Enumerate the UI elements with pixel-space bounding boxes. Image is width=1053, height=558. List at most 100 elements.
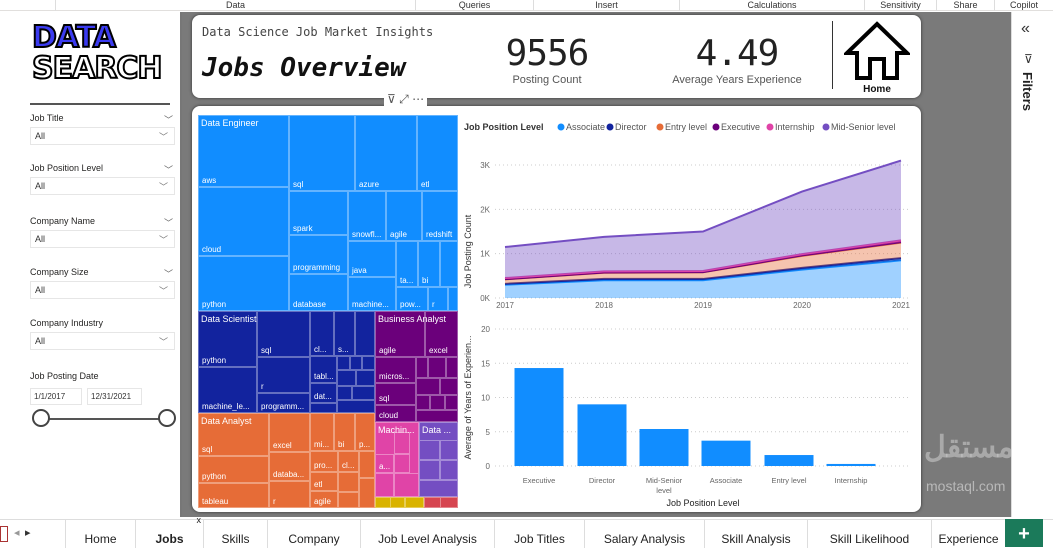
treemap-tile[interactable] (440, 440, 458, 460)
treemap-tile[interactable]: s... (334, 311, 355, 356)
treemap-tile[interactable]: azure (355, 115, 417, 191)
tab-experience[interactable]: Experience (931, 520, 1005, 548)
ribbon-data[interactable]: Data (55, 0, 415, 11)
tab-salary-analysis[interactable]: Salary Analysis (584, 520, 704, 548)
treemap-tile[interactable]: sql (198, 413, 269, 456)
prev-page-icon[interactable]: ◂ (14, 527, 20, 539)
tab-home[interactable]: Home (65, 520, 135, 548)
treemap-tile[interactable] (419, 440, 440, 460)
treemap-tile[interactable]: aws (198, 115, 289, 187)
treemap-tile[interactable]: cl... (310, 311, 334, 356)
treemap-tile[interactable]: pro... (310, 451, 338, 472)
treemap-tile[interactable]: python (198, 456, 269, 483)
end-date-handle[interactable] (158, 409, 176, 427)
treemap-tile[interactable] (359, 478, 375, 508)
treemap-tile[interactable]: agile (386, 191, 422, 241)
home-button[interactable]: Home (842, 21, 912, 96)
focus-mode-icon[interactable]: ⤢ (399, 92, 409, 106)
treemap-tile[interactable] (356, 370, 375, 386)
ribbon-sensitivity[interactable]: Sensitivity (864, 0, 936, 11)
treemap-tile[interactable]: tableau (198, 483, 269, 508)
treemap-tile[interactable] (350, 356, 362, 370)
filters-label[interactable]: Filters (1020, 72, 1035, 112)
treemap-tile[interactable]: machine_le... (198, 367, 257, 413)
end-date-input[interactable]: 12/31/2021 (87, 388, 142, 405)
treemap-tile[interactable] (419, 480, 458, 497)
treemap-tile[interactable]: agile (310, 491, 338, 508)
treemap-tile[interactable] (445, 395, 458, 410)
treemap-tile[interactable] (338, 472, 359, 492)
treemap-tile[interactable]: sql (289, 115, 355, 191)
slicer-dropdown[interactable]: All ﹀ (30, 177, 175, 195)
treemap-tile[interactable]: p... (355, 413, 375, 451)
treemap-tile[interactable] (428, 357, 446, 378)
ribbon-insert[interactable]: Insert (533, 0, 679, 11)
treemap-tile[interactable]: programming (289, 235, 348, 274)
treemap-tile[interactable]: snowfl... (348, 191, 386, 241)
treemap-tile[interactable]: databa... (269, 452, 310, 481)
slicer-dropdown[interactable]: All ﹀ (30, 127, 175, 145)
treemap[interactable]: aws cloud python sql azure etl spark programmin… (198, 115, 459, 508)
treemap-tile[interactable] (440, 378, 458, 395)
treemap-tile[interactable]: micros... (375, 357, 416, 383)
treemap-tile[interactable] (419, 460, 440, 480)
treemap-tile[interactable] (416, 357, 428, 378)
chevron-down-icon[interactable]: ﹀ (163, 115, 173, 125)
treemap-tile[interactable]: a... (375, 454, 394, 473)
add-page-button[interactable]: + (1005, 519, 1043, 547)
treemap-tile[interactable]: etl (417, 115, 458, 191)
ribbon-copilot[interactable]: Copilot (994, 0, 1053, 11)
collapse-icon[interactable]: « (1021, 20, 1030, 37)
treemap-tile[interactable]: bi (334, 413, 355, 451)
tab-skill-likelihood[interactable]: Skill Likelihood (807, 520, 931, 548)
treemap-tile[interactable]: r (428, 287, 448, 311)
treemap-tile[interactable]: sql (375, 383, 416, 405)
treemap-tile[interactable] (355, 311, 375, 356)
tab-job-level-analysis[interactable]: Job Level Analysis (360, 520, 494, 548)
treemap-tile[interactable]: machine... (348, 277, 396, 311)
close-tab-icon[interactable]: x (196, 515, 202, 525)
treemap-tile[interactable] (394, 454, 410, 473)
ribbon-queries[interactable]: Queries (415, 0, 533, 11)
treemap-tile[interactable]: bi (418, 241, 440, 287)
ribbon-share[interactable]: Share (936, 0, 994, 11)
start-date-input[interactable]: 1/1/2017 (30, 388, 82, 405)
tab-job-titles[interactable]: Job Titles (494, 520, 584, 548)
slicer-dropdown[interactable]: All ﹀ (30, 281, 175, 299)
treemap-tile[interactable]: redshift (422, 191, 458, 241)
slicer-dropdown[interactable]: All ﹀ (30, 332, 175, 350)
treemap-tile[interactable]: tabl... (310, 356, 337, 383)
treemap-tile[interactable] (405, 497, 424, 508)
treemap-tile[interactable] (390, 497, 405, 508)
chevron-down-icon[interactable]: ﹀ (163, 165, 173, 175)
treemap-tile[interactable]: mi... (310, 413, 334, 451)
treemap-tile[interactable]: r (257, 357, 310, 393)
area-chart[interactable]: Job Position Level Associate Director Entry… (460, 114, 920, 314)
treemap-tile[interactable]: agile (375, 311, 425, 357)
treemap-tile[interactable] (394, 473, 419, 497)
filter-icon[interactable]: ⊽ (387, 92, 396, 106)
treemap-tile[interactable]: dat... (310, 383, 337, 403)
treemap-tile[interactable]: etl (310, 472, 338, 491)
treemap-tile[interactable] (362, 356, 375, 370)
treemap-tile[interactable]: excel (269, 413, 310, 452)
treemap-tile[interactable] (375, 473, 394, 497)
treemap-tile[interactable]: spark (289, 191, 348, 235)
treemap-tile[interactable] (416, 395, 430, 410)
treemap-tile[interactable] (338, 492, 359, 508)
treemap-tile[interactable]: cloud (375, 405, 416, 422)
tab-company[interactable]: Company (267, 520, 360, 548)
next-page-icon[interactable]: ▸ (25, 527, 31, 539)
treemap-tile[interactable] (337, 370, 356, 386)
tab-skill-analysis[interactable]: Skill Analysis (704, 520, 807, 548)
more-options-icon[interactable]: ⋯ (412, 92, 425, 106)
treemap-tile[interactable]: cl... (338, 451, 359, 472)
treemap-tile[interactable]: excel (425, 311, 458, 357)
slicer-dropdown[interactable]: All ﹀ (30, 230, 175, 248)
treemap-tile[interactable] (359, 451, 375, 478)
treemap-tile[interactable] (352, 386, 375, 400)
treemap-tile[interactable] (446, 357, 458, 378)
treemap-tile[interactable]: java (348, 241, 396, 277)
ribbon-calculations[interactable]: Calculations (679, 0, 864, 11)
treemap-tile[interactable]: sql (257, 311, 310, 357)
